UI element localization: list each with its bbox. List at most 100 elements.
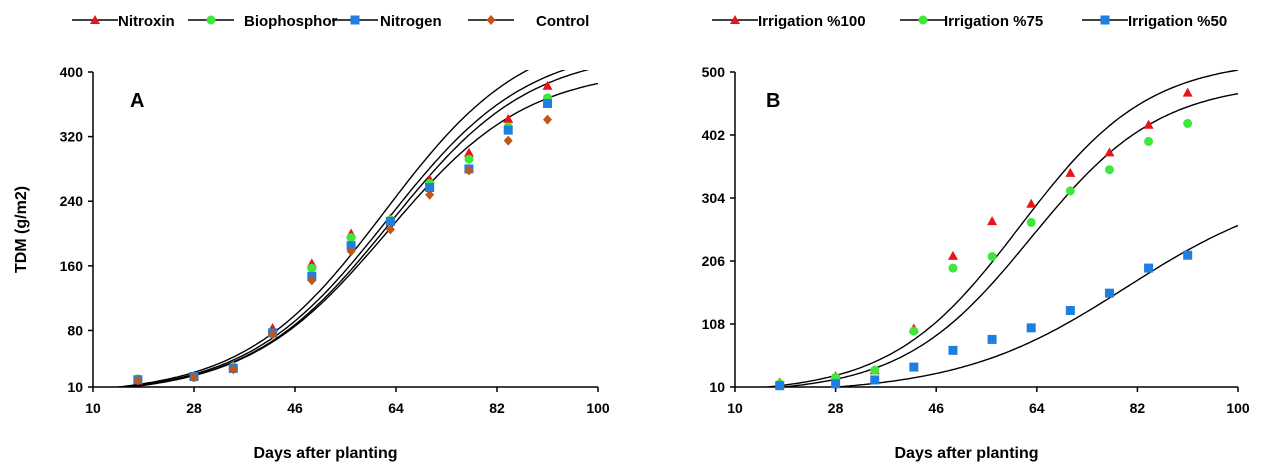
data-point-irrigation-100: [1026, 198, 1037, 208]
data-point-irrigation-100: [1182, 87, 1193, 97]
x-tick-label: 82: [1130, 400, 1146, 416]
data-point-irrigation-75: [909, 326, 919, 336]
fit-curve-biophosphor: [118, 70, 567, 387]
data-point-control: [307, 275, 317, 286]
data-point-irrigation-75: [1104, 165, 1114, 175]
data-point-control: [543, 114, 552, 125]
legend-marker-irrigation-75: [918, 15, 928, 25]
x-tick-label: 82: [489, 400, 505, 416]
x-axis-label: Days after planting: [253, 445, 397, 462]
data-point-irrigation-50: [909, 362, 919, 372]
y-tick-label: 240: [60, 193, 84, 209]
panel-label: A: [130, 90, 144, 112]
data-point-irrigation-50: [870, 375, 880, 385]
data-point-irrigation-50: [1104, 288, 1114, 298]
fit-curve-control: [122, 82, 599, 387]
y-tick-label: 10: [67, 379, 83, 395]
data-point-irrigation-75: [1183, 118, 1193, 128]
data-point-irrigation-75: [987, 252, 997, 261]
legend-marker-nitroxin: [90, 15, 100, 24]
x-tick-label: 10: [85, 400, 101, 416]
panel-label: B: [766, 90, 780, 112]
data-point-irrigation-100: [1065, 167, 1076, 177]
data-point-biophosphor: [464, 154, 474, 164]
data-point-irrigation-50: [1144, 263, 1154, 273]
data-point-nitrogen: [503, 125, 513, 135]
data-point-irrigation-75: [1144, 136, 1154, 146]
data-point-biophosphor: [307, 263, 317, 273]
chart-panel-b: 10 108 206 304 402 500 10 28 46 64 82 100 Days after…: [702, 13, 1250, 462]
y-axis-label: TDM (g/m2): [13, 186, 30, 273]
y-tick-label: 10: [709, 379, 725, 395]
chart-panel-a: 10 80 160 240 320 400 10 28 46 64 82 100 Days after …: [13, 13, 610, 462]
fit-curve-irrigation-75: [775, 93, 1239, 387]
data-point-nitrogen: [346, 241, 356, 251]
data-point-nitroxin: [503, 113, 514, 123]
data-point-control: [189, 372, 199, 383]
data-point-irrigation-100: [1104, 147, 1115, 157]
fit-curve-nitroxin: [111, 70, 530, 387]
y-tick-label: 304: [702, 190, 726, 206]
legend-label-nitrogen: Nitrogen: [380, 13, 442, 30]
y-tick-label: 206: [702, 253, 726, 269]
data-point-irrigation-50: [831, 379, 841, 389]
data-point-control: [425, 189, 435, 200]
data-point-control: [464, 165, 474, 176]
data-point-control: [346, 246, 356, 257]
y-tick-label: 500: [702, 64, 726, 80]
y-tick-label: 108: [702, 316, 726, 332]
legend-label-irrigation-75: Irrigation %75: [944, 13, 1043, 30]
y-tick-label: 320: [60, 129, 84, 145]
legend-label-control: Control: [536, 13, 589, 30]
data-point-nitroxin: [542, 80, 553, 90]
legend-label-nitroxin: Nitroxin: [118, 13, 175, 30]
data-point-irrigation-50: [1065, 306, 1075, 315]
fit-curve-irrigation-50: [825, 224, 1239, 387]
fit-curve-irrigation-100: [760, 70, 1239, 387]
data-point-biophosphor: [346, 233, 356, 243]
x-tick-label: 100: [586, 400, 610, 416]
data-point-nitrogen: [385, 216, 395, 226]
data-point-irrigation-50: [1026, 323, 1036, 333]
legend-label-biophosphor: Biophosphor: [244, 13, 337, 30]
data-point-nitroxin: [463, 147, 474, 157]
legend-marker-irrigation-100: [730, 15, 740, 24]
y-tick-label: 160: [60, 258, 84, 274]
x-axis-label: Days after planting: [894, 445, 1038, 462]
legend-label-irrigation-50: Irrigation %50: [1128, 13, 1227, 30]
data-point-irrigation-50: [948, 345, 958, 355]
data-point-irrigation-75: [948, 263, 958, 273]
data-point-control: [228, 364, 238, 375]
data-point-irrigation-100: [947, 250, 958, 260]
data-point-irrigation-50: [987, 334, 997, 344]
x-tick-label: 100: [1226, 400, 1250, 416]
data-point-control: [268, 329, 278, 340]
data-point-control: [503, 135, 513, 146]
data-point-nitrogen: [425, 183, 435, 192]
x-tick-label: 46: [287, 400, 303, 416]
data-point-irrigation-100: [1143, 119, 1154, 129]
x-tick-label: 28: [828, 400, 844, 416]
data-point-control: [133, 375, 143, 386]
data-point-control: [385, 224, 395, 235]
x-tick-label: 28: [186, 400, 202, 416]
data-point-irrigation-100: [987, 216, 998, 226]
legend-marker-nitrogen: [350, 15, 360, 25]
y-tick-label: 402: [702, 127, 726, 143]
data-point-irrigation-75: [870, 365, 880, 375]
legend-marker-irrigation-50: [1100, 15, 1110, 25]
data-point-irrigation-75: [1065, 186, 1075, 196]
data-point-irrigation-50: [775, 381, 785, 391]
y-tick-label: 80: [67, 322, 83, 338]
x-tick-label: 10: [727, 400, 743, 416]
x-tick-label: 64: [388, 400, 404, 416]
fit-curve-nitrogen: [121, 70, 590, 387]
y-tick-label: 400: [60, 64, 84, 80]
legend-label-irrigation-100: Irrigation %100: [758, 13, 866, 30]
legend-marker-biophosphor: [206, 15, 216, 25]
x-tick-label: 64: [1029, 400, 1045, 416]
data-point-irrigation-50: [1183, 250, 1193, 260]
legend-marker-control: [486, 15, 496, 25]
data-point-irrigation-75: [1026, 217, 1036, 227]
